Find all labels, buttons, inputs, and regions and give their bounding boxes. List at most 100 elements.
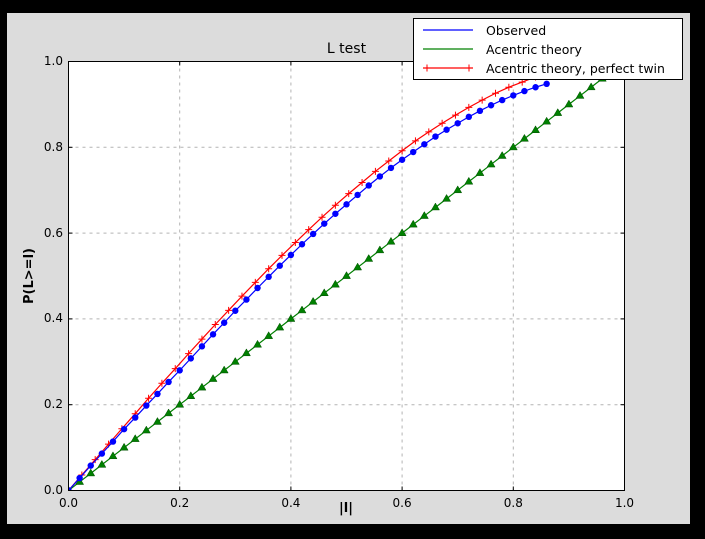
circle-marker xyxy=(287,251,295,259)
legend-line-sample xyxy=(423,64,473,72)
triangle-marker xyxy=(397,228,407,236)
triangle-marker xyxy=(353,262,363,271)
triangle-marker xyxy=(297,305,307,314)
circle-marker xyxy=(187,355,195,362)
circle-marker xyxy=(265,273,272,281)
triangle-marker xyxy=(141,425,151,434)
triangle-marker xyxy=(542,116,552,125)
plus-marker xyxy=(438,119,446,127)
triangle-marker xyxy=(97,459,107,468)
circle-marker xyxy=(165,378,172,386)
circle-marker xyxy=(387,164,395,172)
triangle-marker xyxy=(186,391,196,399)
legend-line-sample xyxy=(423,48,473,50)
circle-marker xyxy=(498,96,506,104)
y-tick-label: 0.2 xyxy=(43,397,63,412)
circle-marker xyxy=(309,230,317,238)
triangle-marker xyxy=(108,451,118,460)
triangle-marker xyxy=(375,245,385,254)
plus-marker xyxy=(185,350,193,358)
y-tick-label: 1.0 xyxy=(43,54,63,68)
circle-marker xyxy=(87,462,94,469)
plus-marker xyxy=(198,335,206,343)
triangle-marker xyxy=(453,185,463,194)
triangle-marker xyxy=(175,399,185,408)
plot-area xyxy=(68,61,625,491)
triangle-marker xyxy=(275,322,285,331)
triangle-marker xyxy=(508,142,518,151)
plus-marker xyxy=(358,178,366,186)
plus-marker xyxy=(411,137,419,145)
circle-marker xyxy=(276,262,283,269)
legend-entry-1: Observed xyxy=(414,21,682,40)
plus-marker xyxy=(145,394,153,402)
circle-marker xyxy=(421,141,428,148)
circle-marker xyxy=(209,331,217,338)
circle-marker xyxy=(343,201,350,208)
circle-marker xyxy=(365,182,372,189)
plus-marker xyxy=(291,239,299,247)
chart-title: L test xyxy=(326,41,367,57)
circle-marker xyxy=(120,425,128,433)
triangle-marker xyxy=(208,374,218,382)
plus-marker xyxy=(318,213,326,221)
circle-marker xyxy=(487,102,495,109)
triangle-marker xyxy=(164,408,174,417)
circle-marker xyxy=(254,284,261,292)
x-tick-label: 0.4 xyxy=(281,496,301,510)
circle-marker xyxy=(432,133,439,140)
x-tick-label: 1.0 xyxy=(614,496,635,510)
triangle-marker xyxy=(386,236,396,245)
triangle-marker xyxy=(364,254,374,262)
triangle-marker xyxy=(586,82,596,91)
plus-marker xyxy=(492,89,500,97)
plus-marker xyxy=(278,251,286,259)
plus-marker xyxy=(478,96,486,104)
plus-marker xyxy=(371,167,379,175)
legend-entry-2: Acentric theory xyxy=(414,40,682,59)
triangle-marker xyxy=(319,288,329,297)
circle-marker xyxy=(321,220,328,227)
triangle-marker xyxy=(130,434,140,442)
plus-marker xyxy=(251,278,259,286)
circle-marker xyxy=(398,156,406,163)
series-line xyxy=(68,76,536,491)
triangle-marker xyxy=(419,211,429,219)
plus-marker xyxy=(265,265,273,273)
legend: Observed Acentric theory Acentric theory, … xyxy=(413,18,683,80)
y-tick-label: 0.0 xyxy=(43,483,63,497)
x-tick-label: 0.6 xyxy=(392,496,412,510)
circle-marker xyxy=(532,84,539,91)
circle-marker xyxy=(510,92,517,99)
triangle-marker xyxy=(519,133,529,142)
triangle-marker xyxy=(408,219,418,228)
plus-marker xyxy=(305,226,313,234)
triangle-marker xyxy=(475,168,485,176)
circle-marker xyxy=(132,414,139,421)
plus-marker xyxy=(345,190,353,198)
circle-marker xyxy=(76,474,83,482)
triangle-marker xyxy=(342,271,351,279)
circle-marker xyxy=(476,107,484,115)
plot-svg xyxy=(68,61,625,491)
series-observed xyxy=(68,80,550,491)
circle-marker xyxy=(298,241,306,248)
circle-marker xyxy=(220,319,228,326)
circle-marker xyxy=(109,438,117,445)
circle-marker xyxy=(543,80,550,88)
circle-marker xyxy=(98,450,106,457)
legend-label: Acentric theory xyxy=(486,41,582,57)
circle-marker xyxy=(454,120,461,127)
triangle-marker xyxy=(153,417,162,425)
plus-marker xyxy=(211,320,219,328)
triangle-marker xyxy=(219,365,229,374)
triangle-marker xyxy=(497,151,507,159)
plus-marker xyxy=(505,83,513,91)
triangle-marker xyxy=(197,382,207,391)
circle-marker xyxy=(176,367,183,374)
plus-marker xyxy=(425,128,433,136)
triangle-marker xyxy=(308,296,318,305)
circle-marker xyxy=(198,343,206,350)
triangle-marker xyxy=(442,193,452,202)
x-axis-label: |l| xyxy=(339,501,353,516)
